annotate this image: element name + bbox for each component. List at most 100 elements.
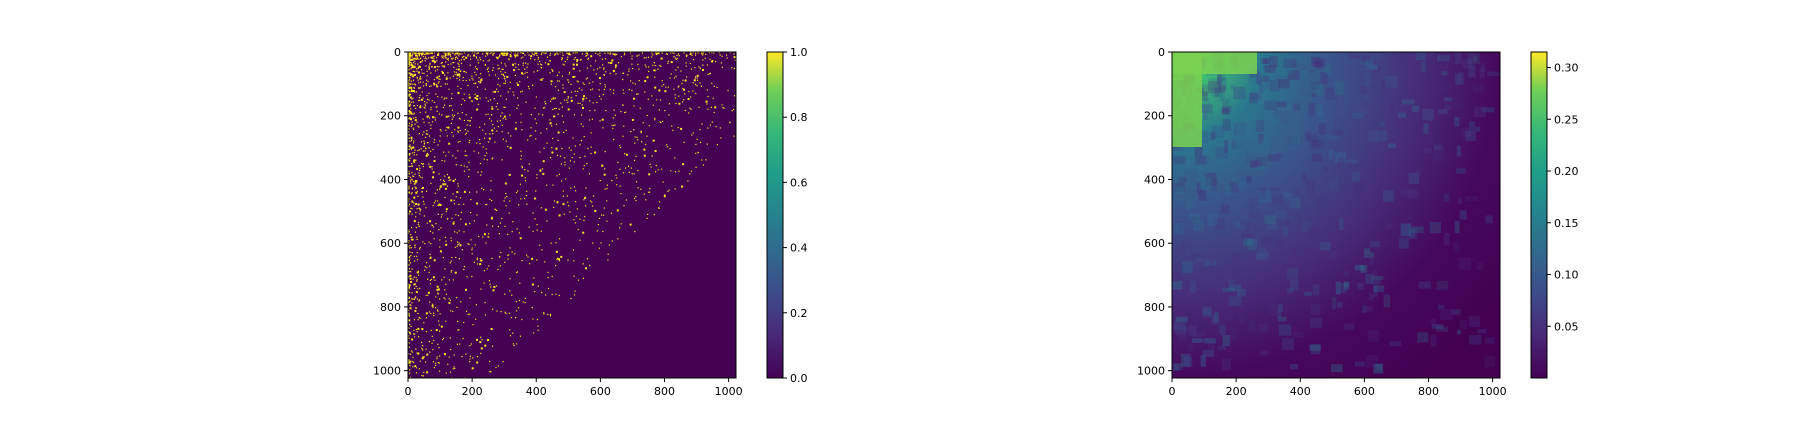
heatmap-point [690, 96, 692, 98]
heatmap-point [634, 231, 636, 233]
heatmap-point [706, 103, 708, 105]
heatmap-point [574, 57, 576, 59]
heatmap-point [417, 271, 419, 273]
heatmap-point [423, 72, 425, 74]
heatmap-point [654, 117, 656, 119]
heatmap-point [627, 165, 630, 167]
heatmap-point [490, 328, 493, 330]
density-texture-cell [1204, 260, 1217, 266]
heatmap-point [536, 54, 538, 56]
heatmap-point [551, 275, 553, 277]
heatmap-point [427, 133, 429, 135]
heatmap-point [531, 257, 534, 260]
heatmap-point [417, 195, 419, 197]
heatmap-point [420, 209, 422, 211]
heatmap-point [537, 285, 539, 287]
heatmap-point [454, 246, 456, 248]
heatmap-point [500, 62, 502, 64]
heatmap-point [608, 244, 610, 246]
heatmap-point [419, 360, 421, 362]
heatmap-point [430, 85, 432, 87]
heatmap-point [430, 72, 432, 74]
heatmap-point [417, 52, 419, 55]
heatmap-point [436, 288, 439, 291]
heatmap-point [457, 214, 459, 217]
density-texture-cell [1256, 139, 1267, 144]
x-tick-label: 800 [1418, 385, 1439, 398]
density-texture-cell [1254, 144, 1261, 153]
heatmap-point [468, 120, 470, 122]
heatmap-point [677, 53, 679, 55]
density-texture-cell [1338, 87, 1345, 97]
heatmap-point [429, 279, 431, 281]
heatmap-point [687, 180, 689, 182]
y-tick-label: 600 [380, 237, 401, 250]
heatmap-point [553, 206, 555, 208]
heatmap-point [410, 68, 412, 70]
heatmap-point [446, 83, 448, 85]
heatmap-point [702, 164, 704, 166]
heatmap-point [438, 66, 440, 68]
heatmap-point [458, 230, 460, 232]
density-texture-cell [1339, 158, 1346, 169]
heatmap-point [469, 55, 471, 57]
heatmap-point [431, 121, 434, 123]
heatmap-point [674, 188, 676, 190]
heatmap-point [408, 283, 410, 285]
heatmap-point [508, 254, 510, 256]
density-texture-cell [1263, 58, 1270, 65]
heatmap-point [536, 319, 539, 321]
heatmap-point [545, 52, 547, 54]
heatmap-point [473, 150, 475, 152]
density-texture-cell [1267, 154, 1280, 162]
density-texture-cell [1455, 74, 1460, 85]
density-texture-cell [1223, 311, 1234, 321]
heatmap-point [415, 307, 417, 309]
heatmap-point [577, 279, 580, 281]
heatmap-point [648, 56, 650, 58]
heatmap-point [507, 91, 509, 93]
heatmap-point [449, 262, 451, 264]
heatmap-point [450, 240, 452, 242]
heatmap-point [476, 108, 479, 111]
heatmap-point [689, 173, 691, 175]
heatmap-point [409, 262, 411, 264]
heatmap-point [443, 297, 445, 299]
heatmap-point [509, 87, 511, 90]
density-texture-cell [1243, 267, 1252, 277]
heatmap-point [658, 207, 660, 209]
heatmap-point [423, 121, 425, 123]
heatmap-point [441, 279, 443, 281]
heatmap-point [408, 165, 410, 168]
heatmap-point [499, 222, 501, 224]
heatmap-point [414, 123, 416, 125]
heatmap-point [542, 172, 545, 175]
heatmap-point [435, 296, 437, 298]
density-texture-cell [1345, 159, 1359, 164]
density-texture-cell [1202, 350, 1214, 357]
heatmap-point [514, 54, 516, 56]
heatmap-point [418, 352, 420, 354]
heatmap-point [572, 67, 575, 70]
heatmap-point [469, 361, 471, 363]
heatmap-point [411, 147, 413, 149]
heatmap-point [443, 52, 445, 54]
heatmap-point [408, 173, 410, 175]
heatmap-point [408, 186, 410, 188]
heatmap-point [541, 168, 544, 170]
heatmap-point [601, 164, 604, 167]
heatmap-point [729, 122, 731, 124]
density-texture-cell [1287, 288, 1295, 294]
heatmap-point [514, 52, 516, 54]
heatmap-point [494, 90, 497, 93]
heatmap-point [521, 165, 523, 167]
heatmap-point [611, 124, 613, 126]
heatmap-point [458, 131, 460, 133]
heatmap-point [544, 208, 547, 211]
heatmap-point [409, 54, 412, 56]
density-texture-cell [1425, 132, 1434, 144]
heatmap-point [418, 52, 421, 55]
heatmap-point [408, 95, 410, 97]
density-texture-cell [1408, 227, 1418, 239]
heatmap-point [422, 52, 424, 54]
